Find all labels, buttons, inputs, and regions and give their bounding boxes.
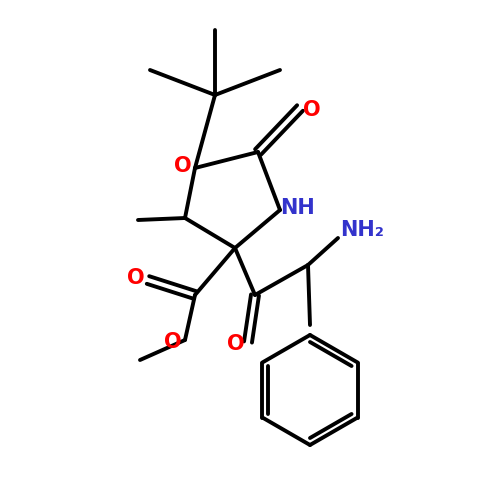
Text: O: O xyxy=(227,334,245,354)
Text: NH: NH xyxy=(280,198,316,218)
Text: O: O xyxy=(303,100,321,120)
Text: O: O xyxy=(174,156,192,176)
Text: O: O xyxy=(164,332,182,352)
Text: O: O xyxy=(127,268,145,288)
Text: NH₂: NH₂ xyxy=(340,220,384,240)
